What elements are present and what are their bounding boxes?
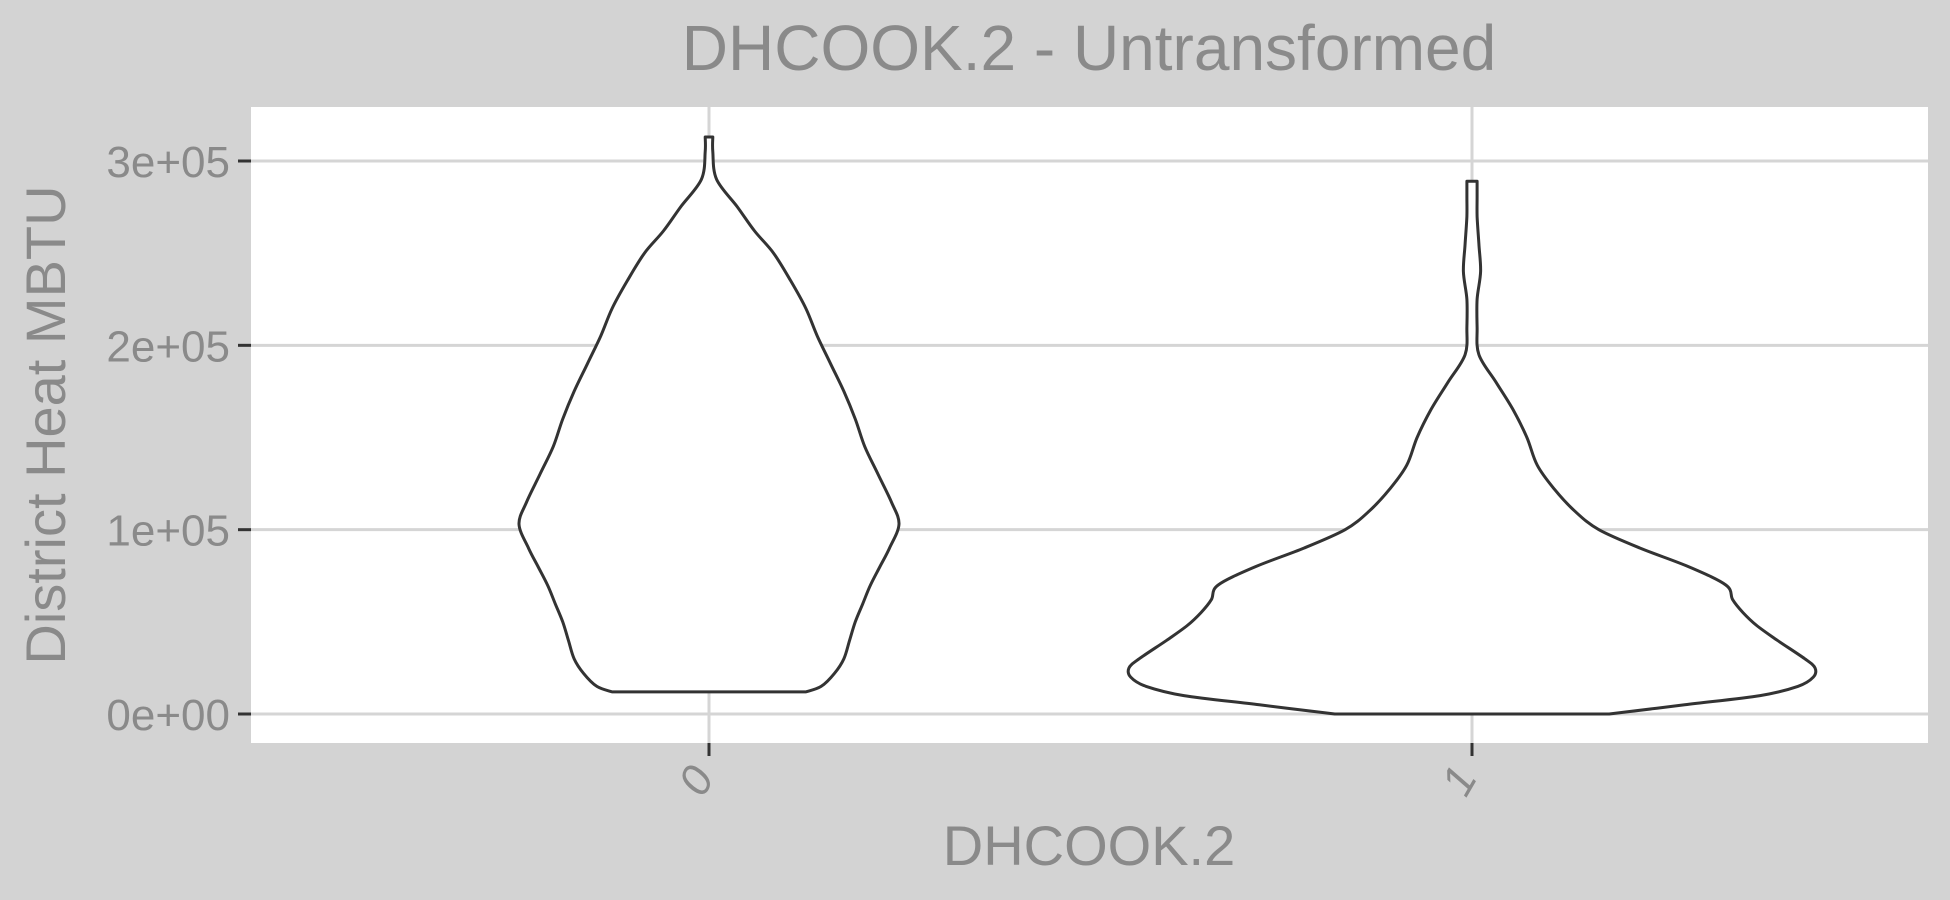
y-tick-label: 2e+05 — [106, 322, 230, 371]
chart-title: DHCOOK.2 - Untransformed — [682, 12, 1496, 84]
violin-0 — [517, 135, 901, 694]
violins — [517, 135, 1818, 716]
y-tick-label: 3e+05 — [106, 138, 230, 187]
violin-1 — [1126, 179, 1818, 716]
y-axis-title: District Heat MBTU — [14, 185, 77, 664]
x-axis-title: DHCOOK.2 — [943, 814, 1236, 877]
y-tick-label: 1e+05 — [106, 507, 230, 556]
y-tick-label: 0e+00 — [106, 691, 230, 740]
y-axis: 0e+00 1e+05 2e+05 3e+05 — [106, 138, 251, 740]
